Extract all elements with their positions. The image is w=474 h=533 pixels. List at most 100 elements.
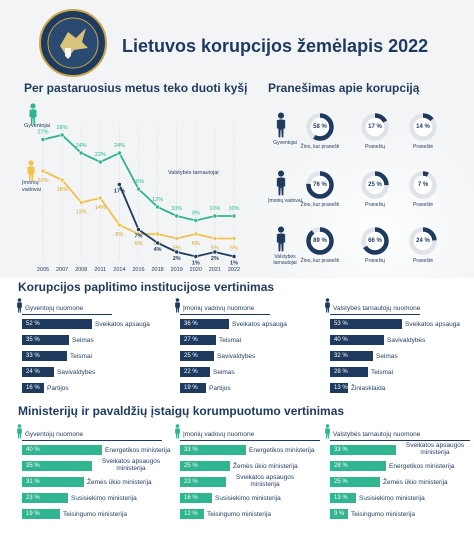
bar-group-header: Valstybės tarnautojų nuomone (324, 424, 420, 444)
bar-category-label: Seimas (213, 368, 235, 376)
x-tick-label: 2011 (94, 267, 106, 273)
data-label: 17% (114, 189, 125, 195)
data-point (78, 150, 84, 156)
donut-value: 66 % (368, 238, 382, 244)
bar-category-label: Teisingumo ministerija (351, 510, 415, 518)
bar: 9 % (330, 509, 348, 519)
bar: 40 % (22, 445, 102, 455)
person-icon (27, 160, 35, 182)
donut-caption: Pranešių (365, 144, 385, 150)
bar-group-name: Įmonių vadovų nuomone (183, 430, 255, 438)
data-label: 14% (95, 205, 106, 211)
data-label: 1% (192, 261, 200, 267)
bar: 16 % (22, 383, 44, 393)
bar-category-label: Teismai (219, 336, 242, 344)
series-name: Gyventojai (24, 123, 50, 129)
series-name: vadovai (22, 187, 41, 193)
ministries-section-title: Ministerijų ir pavaldžių įstaigų korumpu… (18, 404, 345, 418)
donut-chart (306, 227, 334, 255)
person-icon (275, 112, 287, 143)
bar: 40 % (330, 335, 384, 345)
donut-value: 14 % (416, 124, 430, 130)
bar-group-name: Valstybės tarnautojų nuomone (333, 304, 421, 312)
bar: 25 % (330, 477, 380, 487)
bar-group-header: Gyventojų nuomone (16, 424, 83, 444)
person-icon (324, 298, 331, 318)
bar: 19 % (180, 383, 206, 393)
donut-chart (409, 171, 437, 199)
data-point (117, 150, 122, 156)
background-watermark (254, 110, 474, 350)
bar: 33 % (22, 351, 67, 361)
series-name: Įmonių (22, 180, 39, 186)
bar: 24 % (22, 367, 54, 377)
donut-caption: Praneštė (412, 258, 433, 264)
bar: 27 % (180, 335, 216, 345)
x-tick-label: 2005 (37, 267, 49, 273)
bar: 23 % (22, 493, 68, 503)
bar-group-divider (22, 314, 112, 315)
x-tick-label: 2007 (56, 267, 68, 273)
data-point (40, 137, 46, 142)
donut-chart (409, 227, 437, 255)
x-tick-label: 2021 (209, 267, 221, 273)
donut-value: 24 % (416, 238, 430, 244)
bar-category-label: Seimas (376, 352, 398, 360)
data-label: 9% (192, 211, 200, 217)
data-label: 27% (37, 130, 48, 136)
bar-category-label: Teisingumo ministerija (63, 510, 127, 518)
bar: 13 % (330, 383, 348, 393)
bar: 35 % (22, 461, 92, 471)
bar-category-label: Žemės ūkio ministerija (383, 478, 448, 486)
data-label: 5% (173, 246, 181, 252)
bar: 16 % (180, 493, 212, 503)
data-label: 13% (76, 210, 87, 216)
x-tick-label: 2022 (228, 267, 240, 273)
bar-category-label: Savivaldybės (217, 352, 256, 360)
bar: 53 % (330, 319, 402, 329)
bar-category-label: Seimas (72, 336, 94, 344)
x-tick-label: 2016 (132, 267, 144, 273)
donut-chart (306, 171, 334, 199)
donut-slice (306, 227, 334, 255)
bar-category-label: Energetikos ministerija (105, 446, 171, 454)
data-point (40, 168, 46, 174)
bar: 13 % (330, 493, 356, 503)
bar-category-label: Sveikatos apsauga (232, 320, 287, 328)
bar-category-label: Savivaldybės (57, 368, 96, 376)
bar-group-divider (330, 314, 420, 315)
bar: 23 % (180, 477, 226, 487)
x-tick-label: 2008 (75, 267, 87, 273)
person-icon (275, 170, 287, 201)
donut-value: 76 % (313, 182, 327, 188)
data-label: 18% (57, 187, 68, 193)
data-point (212, 213, 218, 219)
bar: 28 % (330, 367, 368, 377)
donut-caption: Žino, kur pranešti (300, 202, 340, 208)
donut-slice (409, 113, 437, 141)
data-point (212, 236, 218, 241)
donut-chart (306, 113, 334, 141)
data-label: 12% (152, 197, 163, 203)
bar-group-divider (330, 440, 470, 441)
donut-chart (409, 113, 437, 141)
bar: 19 % (22, 509, 60, 519)
data-point (155, 240, 160, 246)
data-label: 2% (211, 256, 219, 262)
data-label: 8% (115, 232, 123, 238)
ministries-bars: Gyventojų nuomone 40 % Energetikos ministe… (0, 424, 474, 533)
donut-value: 89 % (313, 238, 327, 244)
data-point (155, 231, 160, 237)
data-point (117, 222, 122, 228)
bar-group-name: Gyventojų nuomone (25, 304, 84, 312)
series-name: Valstybės tarnautojai (168, 170, 219, 176)
person-icon (16, 298, 23, 318)
bar-group-header: Valstybės tarnautojų nuomone (324, 298, 420, 318)
bar-category-label: Partijos (209, 384, 231, 392)
donut-chart (361, 113, 389, 141)
data-point (193, 254, 199, 259)
data-label: 22% (95, 152, 106, 158)
x-tick-label: 2019 (171, 267, 183, 273)
bar-group-header: Įmonių vadovų nuomone (174, 298, 254, 318)
bar: 32 % (330, 351, 373, 361)
